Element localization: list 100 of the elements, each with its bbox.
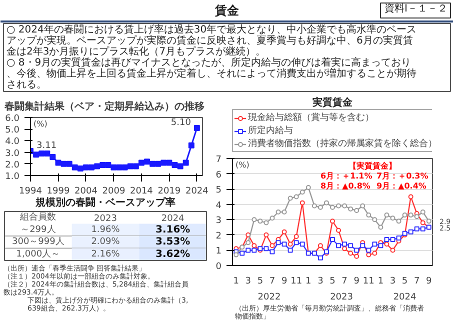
point bbox=[348, 250, 354, 256]
point bbox=[50, 154, 56, 160]
point bbox=[234, 252, 239, 258]
point bbox=[55, 160, 62, 166]
point bbox=[246, 248, 251, 253]
x-tick-label: 9 bbox=[426, 276, 432, 286]
data-label: 3.16% bbox=[155, 224, 190, 236]
point bbox=[194, 124, 200, 131]
x-tick-label: 2004 bbox=[74, 186, 98, 196]
point bbox=[66, 160, 72, 167]
y-tick-label: 5.0 bbox=[5, 126, 20, 136]
y-tick-label: 4 bbox=[216, 200, 222, 211]
chart-title: 春闘集計結果（ベア・定期昇給込み）の推移 bbox=[4, 100, 204, 112]
x-tick-label: 3 bbox=[245, 276, 252, 286]
annotation: 8月：▲0.8% bbox=[320, 182, 370, 190]
point bbox=[360, 243, 366, 248]
point bbox=[166, 160, 172, 166]
point bbox=[414, 226, 420, 232]
point bbox=[82, 164, 89, 170]
point bbox=[354, 208, 360, 213]
point bbox=[182, 160, 189, 166]
point bbox=[390, 237, 396, 242]
y-tick-label: 7 bbox=[216, 155, 222, 165]
text: 資料Ⅰ－１－２ bbox=[384, 2, 448, 14]
point bbox=[144, 158, 150, 165]
x-tick-label: 1999 bbox=[46, 186, 70, 196]
point bbox=[324, 200, 329, 206]
point bbox=[72, 164, 78, 170]
y-tick-label: 6.0 bbox=[5, 114, 20, 124]
data-label: 3.53% bbox=[155, 236, 190, 248]
text: 2022 bbox=[258, 292, 281, 302]
point bbox=[276, 240, 281, 246]
point bbox=[390, 248, 396, 253]
x-tick-label: 2014 bbox=[130, 186, 154, 196]
point bbox=[330, 204, 335, 210]
point bbox=[155, 160, 162, 167]
point bbox=[312, 203, 317, 208]
point bbox=[38, 150, 45, 156]
data-label: 2.09% bbox=[91, 237, 120, 248]
x-tick-label: 3 bbox=[390, 276, 396, 286]
point bbox=[252, 243, 257, 248]
x-tick-label: 5 bbox=[257, 276, 264, 286]
x-tick-label: 9 bbox=[281, 276, 288, 286]
x-tick-label: 5 bbox=[402, 276, 408, 286]
text: ○ 2024年の春闘における賃上げ率は過去30年で最大となり、中小企業でも高水準のベースアップが実現。ベースアップが実際の賃金に反映され、夏季賞与も好調な中、6月の実質賃金は2年3か月振りにプラス転化（7月もプラスが継続）。 bbox=[6, 24, 417, 58]
point bbox=[384, 242, 390, 247]
point bbox=[122, 164, 128, 170]
point bbox=[288, 242, 293, 247]
point bbox=[420, 226, 426, 232]
point bbox=[420, 220, 426, 226]
point bbox=[160, 160, 167, 166]
annotation: 【実質賃金】 bbox=[348, 160, 396, 170]
point bbox=[282, 229, 287, 234]
point bbox=[366, 252, 372, 258]
point bbox=[372, 250, 378, 256]
point bbox=[342, 242, 348, 247]
point bbox=[264, 220, 269, 226]
y-tick-label: 4.0 bbox=[5, 137, 20, 148]
x-tick-label: 11 bbox=[362, 276, 374, 286]
y-tick-label: 6 bbox=[216, 170, 222, 180]
point bbox=[240, 250, 245, 256]
point bbox=[172, 162, 178, 168]
point bbox=[402, 212, 408, 218]
point bbox=[270, 216, 275, 221]
point bbox=[366, 248, 372, 253]
text: 2024 bbox=[393, 292, 417, 302]
point bbox=[100, 162, 106, 168]
point bbox=[60, 160, 67, 167]
x-tick-label: 7 bbox=[342, 276, 348, 286]
x-tick-label: 2009 bbox=[102, 186, 126, 196]
point bbox=[318, 204, 323, 210]
point bbox=[294, 240, 299, 246]
point bbox=[177, 163, 184, 170]
point bbox=[384, 212, 390, 218]
point bbox=[318, 255, 323, 260]
point bbox=[264, 246, 269, 252]
point bbox=[150, 160, 156, 167]
point bbox=[94, 163, 100, 170]
y-tick-label: 0 bbox=[216, 262, 222, 272]
text: ○ 8・9月の実質賃金は再びマイナスとなったが、所定内給与の伸びは着実に高まっており、今後、物価上昇を上回る賃金上昇が定着し、それによって消費支出が増加することが期待される。 bbox=[6, 56, 416, 90]
point bbox=[300, 242, 305, 247]
point bbox=[390, 216, 396, 221]
point bbox=[330, 237, 335, 242]
point bbox=[426, 218, 432, 224]
point bbox=[44, 150, 50, 156]
point bbox=[354, 254, 360, 259]
point bbox=[342, 246, 348, 252]
x-tick-label: 2024 bbox=[186, 186, 209, 196]
point bbox=[132, 163, 139, 170]
y-tick-label: 2.0 bbox=[5, 160, 20, 170]
point bbox=[188, 142, 194, 148]
data-label: 3.62% bbox=[155, 248, 190, 260]
point bbox=[294, 194, 299, 200]
y-axis-title: 組合員数 bbox=[19, 212, 56, 223]
point bbox=[348, 206, 354, 212]
legend-label: 消費者物価指数（持家の帰属家賃を除く総合） bbox=[248, 138, 433, 150]
y-tick-label: ～299人 bbox=[20, 224, 56, 235]
x-tick-label: 7 bbox=[269, 276, 276, 286]
point bbox=[348, 243, 354, 248]
y-axis-title: (%) bbox=[236, 160, 250, 170]
